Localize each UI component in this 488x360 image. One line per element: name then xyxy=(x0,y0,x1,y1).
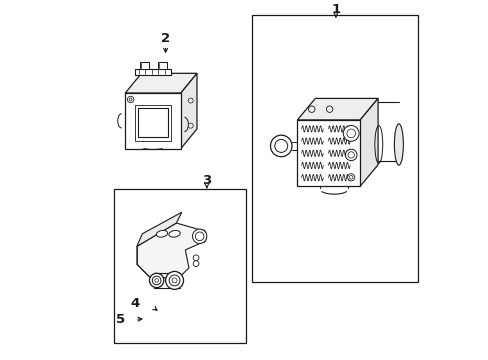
Text: 4: 4 xyxy=(130,297,140,310)
Circle shape xyxy=(192,229,206,243)
Polygon shape xyxy=(360,98,377,186)
Bar xyxy=(139,62,148,69)
Circle shape xyxy=(270,135,291,157)
Circle shape xyxy=(345,149,356,161)
Circle shape xyxy=(149,273,163,288)
Bar xyxy=(138,108,167,137)
Circle shape xyxy=(195,232,203,240)
Polygon shape xyxy=(181,73,197,149)
Bar xyxy=(251,15,418,282)
Bar xyxy=(125,93,181,149)
Circle shape xyxy=(188,123,193,128)
Circle shape xyxy=(155,279,158,282)
Bar xyxy=(113,189,246,343)
Bar xyxy=(157,62,166,69)
Bar xyxy=(297,120,360,186)
Circle shape xyxy=(172,278,177,283)
Polygon shape xyxy=(137,223,201,279)
Ellipse shape xyxy=(200,230,206,243)
Circle shape xyxy=(346,129,355,138)
Circle shape xyxy=(347,174,354,181)
Text: 5: 5 xyxy=(116,312,125,326)
Circle shape xyxy=(349,176,352,179)
Circle shape xyxy=(274,139,287,152)
Circle shape xyxy=(193,255,199,261)
Circle shape xyxy=(326,106,332,112)
Bar xyxy=(135,69,171,75)
Text: 2: 2 xyxy=(161,32,170,45)
Circle shape xyxy=(129,98,132,101)
Text: 1: 1 xyxy=(331,3,340,16)
Bar xyxy=(268,81,395,204)
Circle shape xyxy=(343,126,358,141)
Ellipse shape xyxy=(394,124,403,165)
Circle shape xyxy=(188,98,193,103)
Circle shape xyxy=(347,152,354,158)
Polygon shape xyxy=(137,212,182,246)
Circle shape xyxy=(308,106,314,112)
Ellipse shape xyxy=(168,230,180,237)
Circle shape xyxy=(127,96,134,103)
Circle shape xyxy=(193,261,199,266)
Bar xyxy=(103,57,205,163)
Text: 3: 3 xyxy=(202,174,211,186)
Polygon shape xyxy=(125,73,197,93)
Polygon shape xyxy=(297,98,377,120)
Circle shape xyxy=(165,271,183,289)
Bar xyxy=(135,105,171,140)
Bar xyxy=(117,193,242,339)
Ellipse shape xyxy=(156,230,167,237)
Circle shape xyxy=(152,276,161,285)
Circle shape xyxy=(169,275,180,286)
